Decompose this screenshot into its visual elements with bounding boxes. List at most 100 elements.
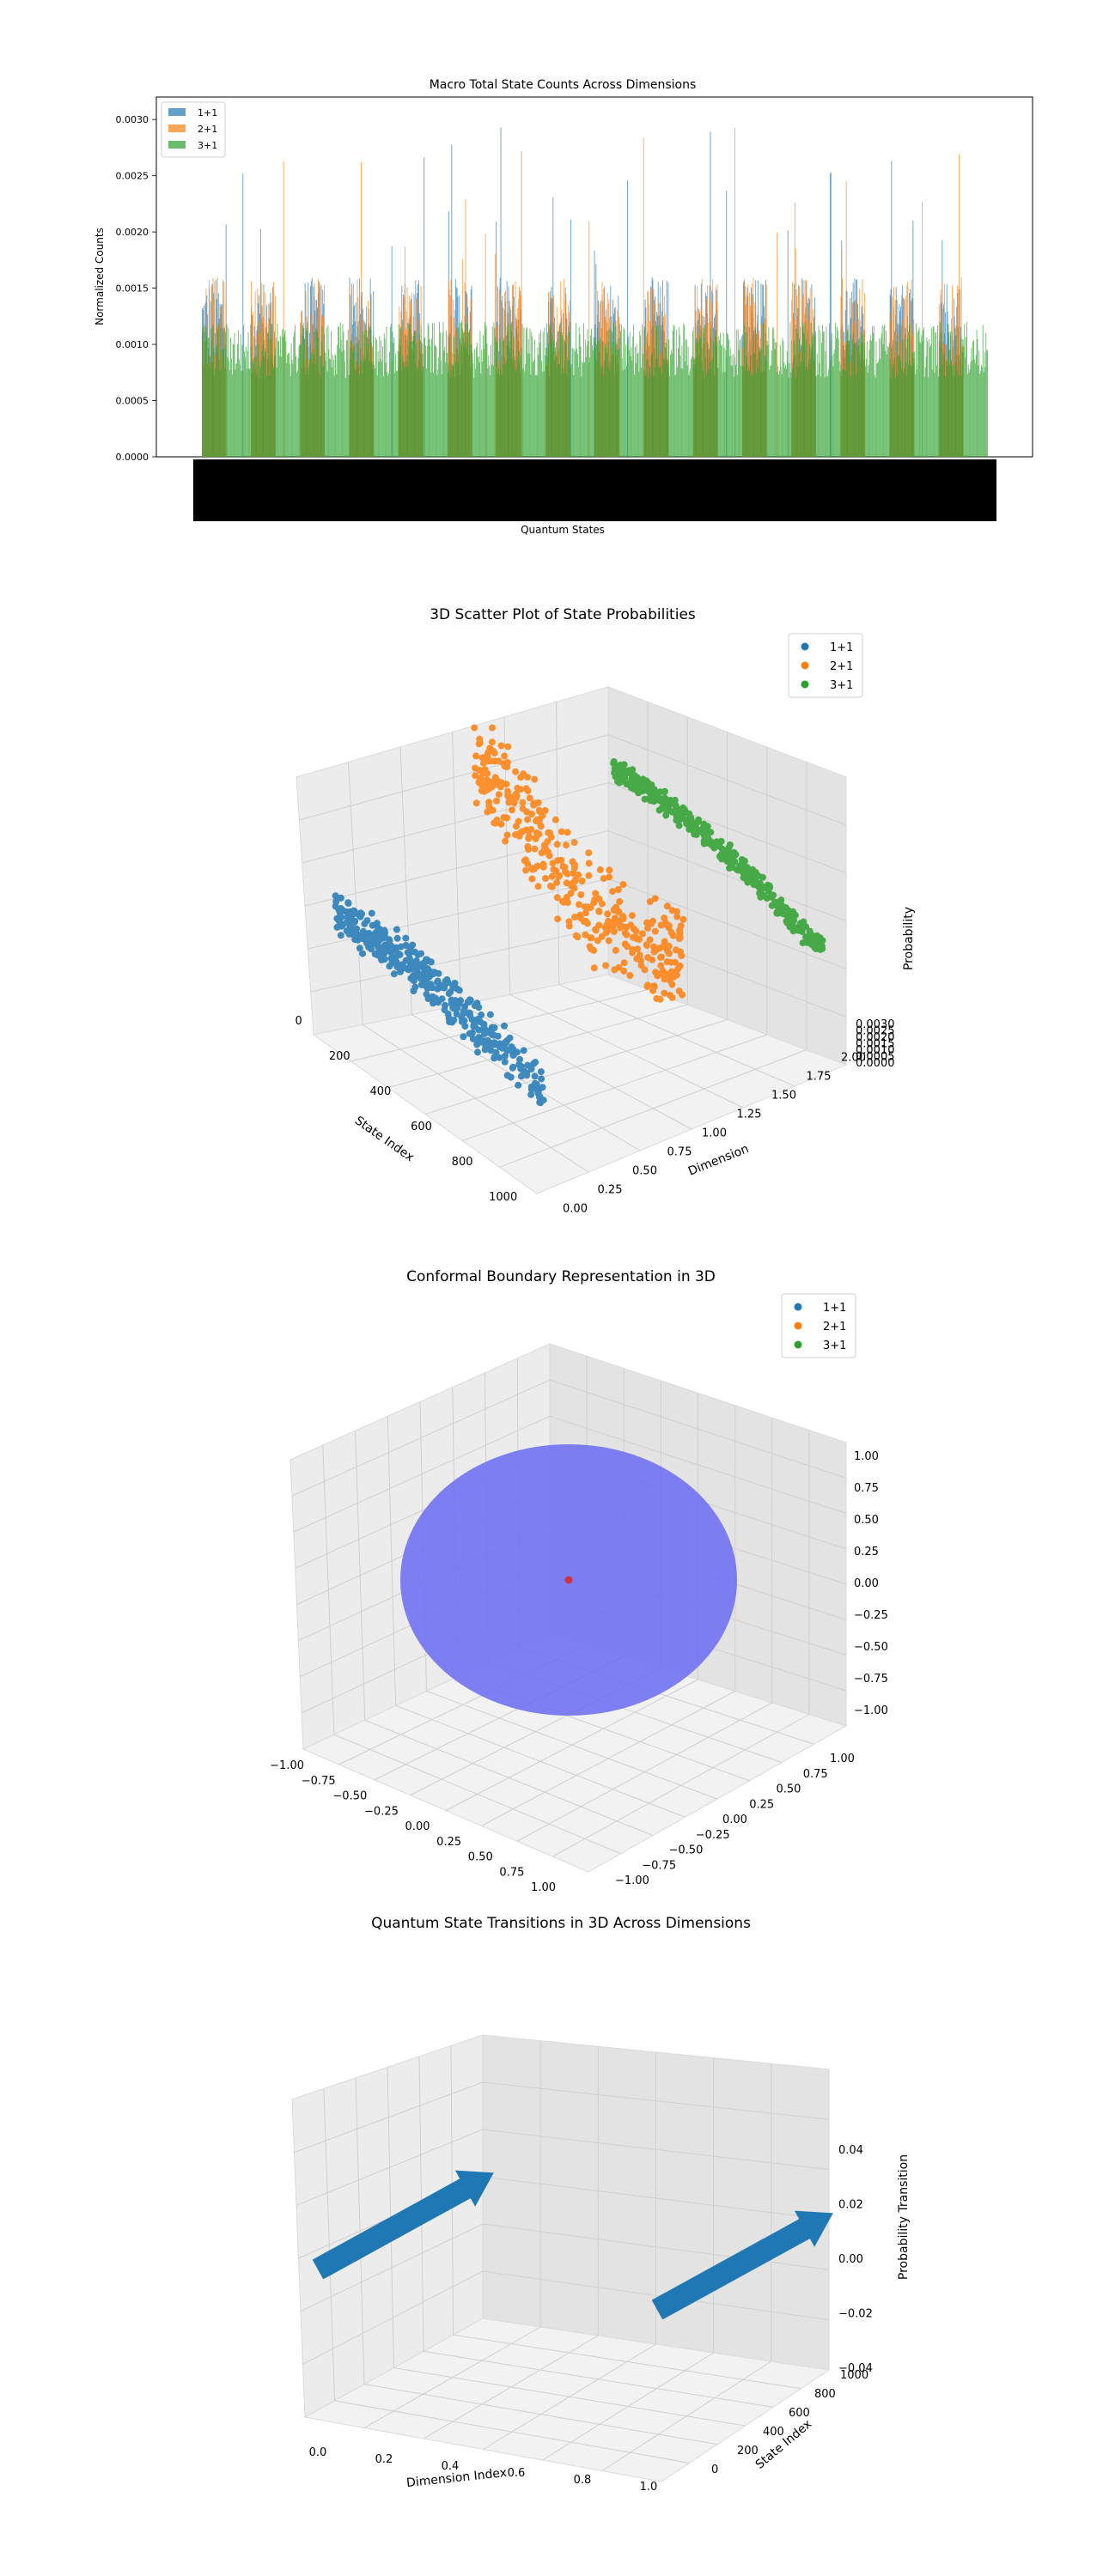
scatter-z-tick-label: 0.0025 bbox=[856, 1025, 895, 1038]
scatter-point bbox=[644, 954, 652, 962]
bar bbox=[513, 337, 515, 457]
scatter-point bbox=[633, 955, 641, 963]
scatter-point bbox=[756, 879, 764, 887]
bar bbox=[521, 324, 523, 457]
bar bbox=[612, 354, 613, 457]
bar bbox=[680, 368, 682, 457]
bar bbox=[316, 329, 318, 457]
transition-x-tick-label: 0.6 bbox=[508, 2467, 526, 2480]
scatter-point bbox=[618, 772, 625, 779]
bar bbox=[703, 343, 704, 457]
scatter-point bbox=[773, 909, 781, 917]
bar bbox=[706, 374, 707, 457]
bar bbox=[449, 378, 451, 457]
bar bbox=[512, 349, 514, 457]
bar bbox=[288, 353, 289, 457]
sphere-z-tick-label: −0.25 bbox=[854, 1609, 888, 1622]
bar bbox=[448, 370, 449, 457]
scatter-point bbox=[501, 1058, 509, 1066]
scatter-point bbox=[442, 977, 449, 985]
bar bbox=[299, 343, 301, 457]
bar bbox=[291, 360, 293, 457]
scatter-point bbox=[629, 945, 637, 953]
bar bbox=[248, 368, 250, 457]
bar bbox=[961, 351, 963, 457]
scatter-point bbox=[508, 1043, 515, 1051]
sphere-y-tick-label: 0.25 bbox=[749, 1798, 774, 1811]
bar bbox=[497, 374, 498, 457]
bar bbox=[415, 364, 417, 457]
bar bbox=[341, 351, 343, 457]
bar bbox=[878, 361, 880, 457]
bar bbox=[764, 370, 765, 457]
bar bbox=[821, 325, 823, 457]
scatter-point bbox=[473, 999, 481, 1007]
scatter-point bbox=[387, 946, 395, 954]
scatter-point bbox=[496, 1054, 503, 1061]
scatter-point bbox=[577, 891, 585, 898]
scatter-point bbox=[636, 936, 643, 943]
bar bbox=[496, 221, 497, 457]
transition-x-tick-label: 0.2 bbox=[375, 2453, 393, 2466]
bar bbox=[241, 344, 243, 457]
scatter-point bbox=[471, 724, 478, 732]
bar bbox=[903, 374, 905, 457]
bar bbox=[836, 337, 837, 457]
bar bbox=[834, 349, 836, 457]
bar bbox=[419, 351, 421, 457]
scatter-point bbox=[524, 816, 532, 823]
scatter-x-tick-label: 0 bbox=[296, 1015, 302, 1028]
bar bbox=[253, 365, 254, 457]
scatter-point bbox=[655, 794, 663, 802]
bar bbox=[871, 341, 873, 457]
bar bbox=[673, 325, 675, 457]
bar bbox=[879, 338, 881, 457]
bar bbox=[546, 348, 548, 457]
bar bbox=[681, 345, 683, 457]
bar bbox=[439, 322, 441, 457]
bar bbox=[221, 368, 222, 457]
bar bbox=[538, 355, 539, 457]
bar bbox=[202, 326, 204, 457]
bar bbox=[600, 368, 601, 457]
scatter-point bbox=[421, 980, 429, 987]
scatter-legend-label-1p1: 1+1 bbox=[830, 641, 853, 654]
scatter-point bbox=[613, 763, 621, 771]
bar bbox=[905, 361, 907, 457]
bar bbox=[228, 327, 229, 457]
bar bbox=[530, 374, 532, 457]
bar bbox=[556, 367, 558, 457]
bar bbox=[616, 343, 618, 457]
scatter-point bbox=[333, 923, 341, 931]
sphere-legend-label-2p1: 2+1 bbox=[823, 1321, 846, 1334]
bar bbox=[737, 329, 739, 457]
scatter-point bbox=[461, 1023, 469, 1030]
bar bbox=[454, 376, 455, 457]
scatter-point bbox=[553, 894, 561, 902]
bar bbox=[254, 369, 256, 457]
bar bbox=[829, 323, 830, 457]
bar bbox=[723, 347, 725, 457]
scatter-point bbox=[390, 970, 398, 978]
scatter-points bbox=[332, 724, 826, 1107]
bar bbox=[929, 344, 931, 457]
scatter-point bbox=[564, 829, 571, 836]
scatter-point bbox=[491, 1054, 498, 1061]
sphere-y-tick-label: −0.50 bbox=[669, 1844, 704, 1857]
bar bbox=[580, 346, 582, 457]
bar bbox=[801, 322, 803, 457]
bar bbox=[583, 361, 585, 457]
bar bbox=[421, 371, 423, 457]
bar bbox=[545, 366, 547, 457]
scatter-point bbox=[486, 1011, 494, 1018]
bar bbox=[685, 361, 686, 457]
bar bbox=[730, 365, 732, 457]
transition-z-tick-label: 0.00 bbox=[838, 2253, 863, 2266]
scatter-point bbox=[610, 758, 618, 765]
scatter-point bbox=[520, 1047, 527, 1054]
bar bbox=[485, 325, 487, 457]
scatter-x-tick-label: 800 bbox=[452, 1156, 473, 1169]
bar bbox=[331, 331, 332, 457]
scatter-point bbox=[396, 951, 404, 958]
bar bbox=[511, 359, 513, 457]
